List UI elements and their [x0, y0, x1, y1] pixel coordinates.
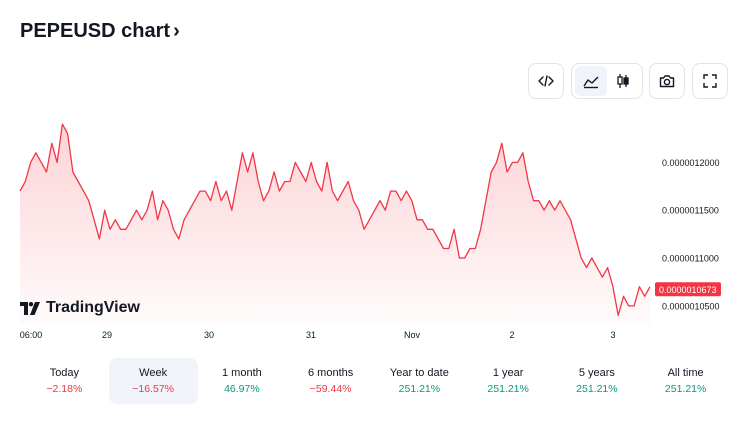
area-style-button[interactable] [575, 66, 607, 96]
range-change: 251.21% [398, 383, 441, 395]
x-tick-label: 31 [306, 330, 316, 340]
fullscreen-button[interactable] [692, 63, 728, 99]
range-label: 6 months [308, 367, 354, 379]
x-tick-label: 29 [102, 330, 112, 340]
tradingview-logo-icon [20, 301, 40, 315]
range-label: All time [667, 367, 704, 379]
area-chart-icon [583, 76, 599, 89]
range-1-month[interactable]: 1 month 46.97% [198, 358, 287, 404]
x-tick-label: Nov [404, 330, 421, 340]
range-1-year[interactable]: 1 year 251.21% [464, 358, 553, 404]
range-6-months[interactable]: 6 months −59.44% [286, 358, 375, 404]
tradingview-logo[interactable]: TradingView [20, 299, 140, 317]
range-5-years[interactable]: 5 years 251.21% [553, 358, 642, 404]
chart-title-link[interactable]: PEPEUSD chart › [20, 20, 180, 43]
x-tick-label: 06:00 [20, 330, 43, 340]
embed-button[interactable] [528, 63, 564, 99]
range-selector: Today −2.18% Week −16.57% 1 month 46.97%… [20, 358, 730, 404]
y-tick-label: 0.0000010500 [662, 301, 720, 311]
range-label: 1 month [222, 367, 262, 379]
x-tick-label: 30 [204, 330, 214, 340]
range-today[interactable]: Today −2.18% [20, 358, 109, 404]
range-change: 251.21% [576, 383, 618, 395]
y-tick-label: 0.0000012000 [662, 158, 720, 168]
y-tick-label: 0.0000011000 [662, 254, 719, 264]
price-line [19, 123, 651, 317]
range-label: 5 years [578, 367, 615, 379]
fullscreen-icon [703, 74, 717, 88]
price-area-fill [20, 124, 650, 325]
price-chart[interactable]: 0.0000012000 0.0000011500 0.0000011000 0.00… [0, 100, 750, 346]
candlestick-icon [617, 74, 629, 88]
last-price-badge [655, 282, 721, 297]
code-icon [538, 75, 554, 87]
x-tick-label: 2 [509, 330, 514, 340]
tradingview-logo-text: TradingView [46, 299, 140, 316]
range-change: −59.44% [309, 383, 352, 395]
range-label: Today [49, 367, 80, 379]
range-change: −16.57% [132, 383, 174, 395]
range-label: Year to date [389, 367, 449, 379]
range-change: 46.97% [224, 383, 260, 395]
candles-style-button[interactable] [607, 66, 639, 96]
chevron-right-icon: › [173, 20, 180, 42]
x-tick-label: 3 [610, 330, 615, 340]
range-change: 251.21% [487, 383, 529, 395]
chart-style-group [571, 63, 643, 99]
y-tick-label: 0.0000011500 [662, 206, 719, 216]
camera-icon [659, 75, 675, 88]
range-change: −2.18% [46, 383, 83, 395]
range-label: Week [139, 367, 168, 379]
last-price-label: 0.0000010673 [659, 285, 717, 295]
range-all-time[interactable]: All time 251.21% [641, 358, 730, 404]
range-week[interactable]: Week −16.57% [108, 358, 198, 404]
range-change: 251.21% [664, 383, 707, 395]
page-title: PEPEUSD chart [20, 20, 171, 42]
snapshot-button[interactable] [649, 63, 685, 99]
range-label: 1 year [492, 367, 524, 379]
range-year-to-date[interactable]: Year to date 251.21% [375, 358, 464, 404]
